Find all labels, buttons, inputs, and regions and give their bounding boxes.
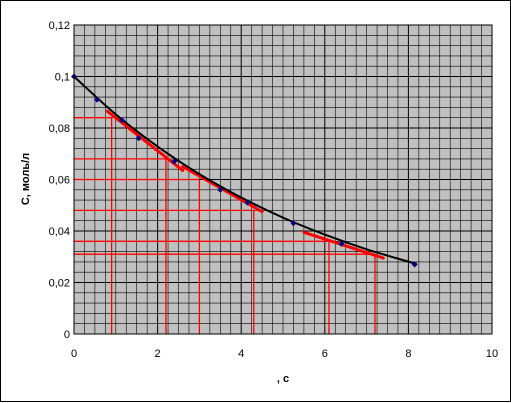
y-tick-label: 0,08 xyxy=(49,123,70,135)
x-tick-label: 4 xyxy=(238,348,244,360)
y-tick-label: 0,02 xyxy=(49,278,70,290)
guide-lines xyxy=(74,117,376,334)
x-tick-label: 2 xyxy=(155,348,161,360)
data-point xyxy=(244,199,251,206)
x-tick-label: 8 xyxy=(405,348,411,360)
x-tick-label: 6 xyxy=(322,348,328,360)
x-tick-label: 0 xyxy=(71,348,77,360)
y-tick-labels: 0 0,02 0,04 0,06 0,08 0,1 0,12 xyxy=(49,20,70,341)
trend-curve xyxy=(73,75,418,265)
y-tick-label: 0 xyxy=(64,329,70,341)
tangent-line xyxy=(302,230,385,260)
data-point xyxy=(93,96,100,103)
data-point xyxy=(411,261,418,268)
data-point xyxy=(290,220,297,227)
data-point xyxy=(135,135,142,142)
data-point xyxy=(119,117,126,124)
y-axis-title: С, моль/л xyxy=(20,153,32,205)
trend-curve-group xyxy=(73,75,418,265)
data-point xyxy=(171,158,178,165)
y-tick-label: 0,1 xyxy=(55,72,70,84)
plot-border xyxy=(73,24,493,335)
data-point xyxy=(338,240,345,247)
x-tick-label: 10 xyxy=(486,348,498,360)
data-point xyxy=(217,186,224,193)
y-tick-label: 0,12 xyxy=(49,20,70,32)
x-axis-title: , с xyxy=(277,373,289,385)
y-tick-label: 0,06 xyxy=(49,175,70,187)
x-tick-labels: 0 2 4 6 8 10 xyxy=(71,348,498,360)
data-markers xyxy=(71,73,418,268)
y-tick-label: 0,04 xyxy=(49,226,70,238)
